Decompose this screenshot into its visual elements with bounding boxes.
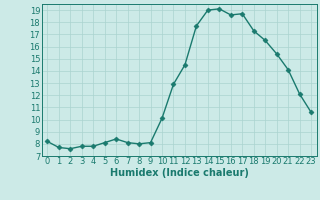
X-axis label: Humidex (Indice chaleur): Humidex (Indice chaleur): [110, 168, 249, 178]
